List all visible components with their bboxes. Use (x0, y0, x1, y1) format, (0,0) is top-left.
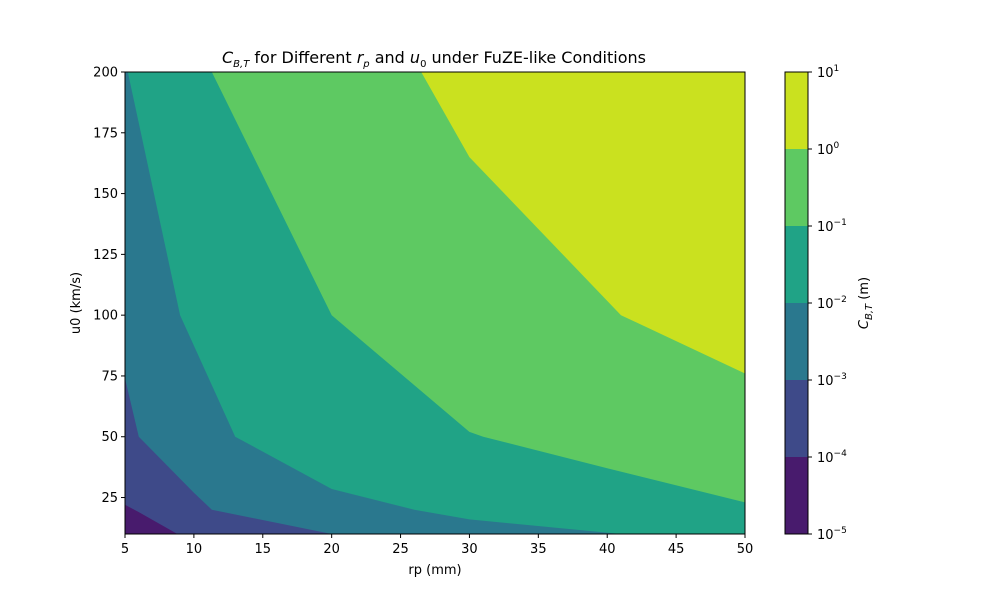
colorbar-segment (785, 457, 808, 534)
title-prefix-sub: B,T (233, 59, 250, 70)
contour-regions (125, 72, 745, 534)
y-axis-label: u0 (km/s) (69, 272, 84, 334)
y-tick-label: 75 (101, 369, 118, 384)
colorbar-label-sub: B,T (864, 303, 875, 320)
y-tick-label: 200 (93, 66, 118, 81)
x-tick-label: 10 (186, 542, 203, 557)
colorbar-tick-label: 10−1 (817, 218, 847, 235)
colorbar-segment (785, 72, 808, 149)
title-prefix: C (222, 48, 234, 67)
x-tick-label: 40 (599, 542, 616, 557)
x-tick-label: 5 (121, 542, 129, 557)
title-var1-sub: p (362, 59, 369, 70)
colorbar-tick-label: 10−4 (817, 449, 847, 466)
colorbar-segment (785, 380, 808, 457)
colorbar-label: CB,T (m) (857, 277, 875, 329)
colorbar-segment (785, 226, 808, 303)
y-tick-label: 50 (101, 430, 118, 445)
title-middle2: and (370, 48, 410, 67)
colorbar-tick-label: 10−3 (817, 372, 847, 389)
y-tick-label: 100 (93, 309, 118, 324)
x-tick-label: 20 (323, 542, 340, 557)
colorbar-label-main: C (857, 319, 872, 329)
x-tick-label: 45 (668, 542, 685, 557)
y-tick-label: 150 (93, 187, 118, 202)
colorbar: 10−5 10−4 10−3 10−2 10−1 100 101 (784, 64, 847, 543)
colorbar-tick-label: 10−2 (817, 295, 847, 312)
x-tick-label: 15 (255, 542, 272, 557)
plot-frame (124, 71, 746, 535)
colorbar-tick-label: 101 (817, 64, 839, 81)
title-var1: r (357, 48, 365, 67)
y-tick-label: 175 (93, 126, 118, 141)
x-axis: 5 10 15 20 25 30 35 40 45 50 (121, 534, 753, 557)
x-tick-label: 50 (737, 542, 754, 557)
chart-title: CB,T for Different rp and u0 under FuZE-… (222, 48, 646, 70)
y-tick-label: 25 (101, 491, 118, 506)
x-axis-label: rp (mm) (408, 563, 461, 578)
colorbar-segment (785, 303, 808, 380)
colorbar-segment (785, 149, 808, 226)
title-var2-sub: 0 (420, 59, 426, 70)
colorbar-tick-label: 10−5 (817, 526, 847, 543)
title-middle1: for Different (249, 48, 356, 67)
colorbar-tick-label: 100 (817, 141, 840, 158)
title-suffix: under FuZE-like Conditions (426, 48, 646, 67)
x-tick-label: 30 (461, 542, 478, 557)
colorbar-label-unit: (m) (857, 277, 872, 304)
x-tick-label: 25 (392, 542, 409, 557)
y-axis: 25 50 75 100 125 150 175 200 (93, 66, 125, 506)
y-tick-label: 125 (93, 248, 118, 263)
title-var2: u (410, 48, 420, 67)
x-tick-label: 35 (530, 542, 547, 557)
contour-region-5 (125, 72, 745, 374)
